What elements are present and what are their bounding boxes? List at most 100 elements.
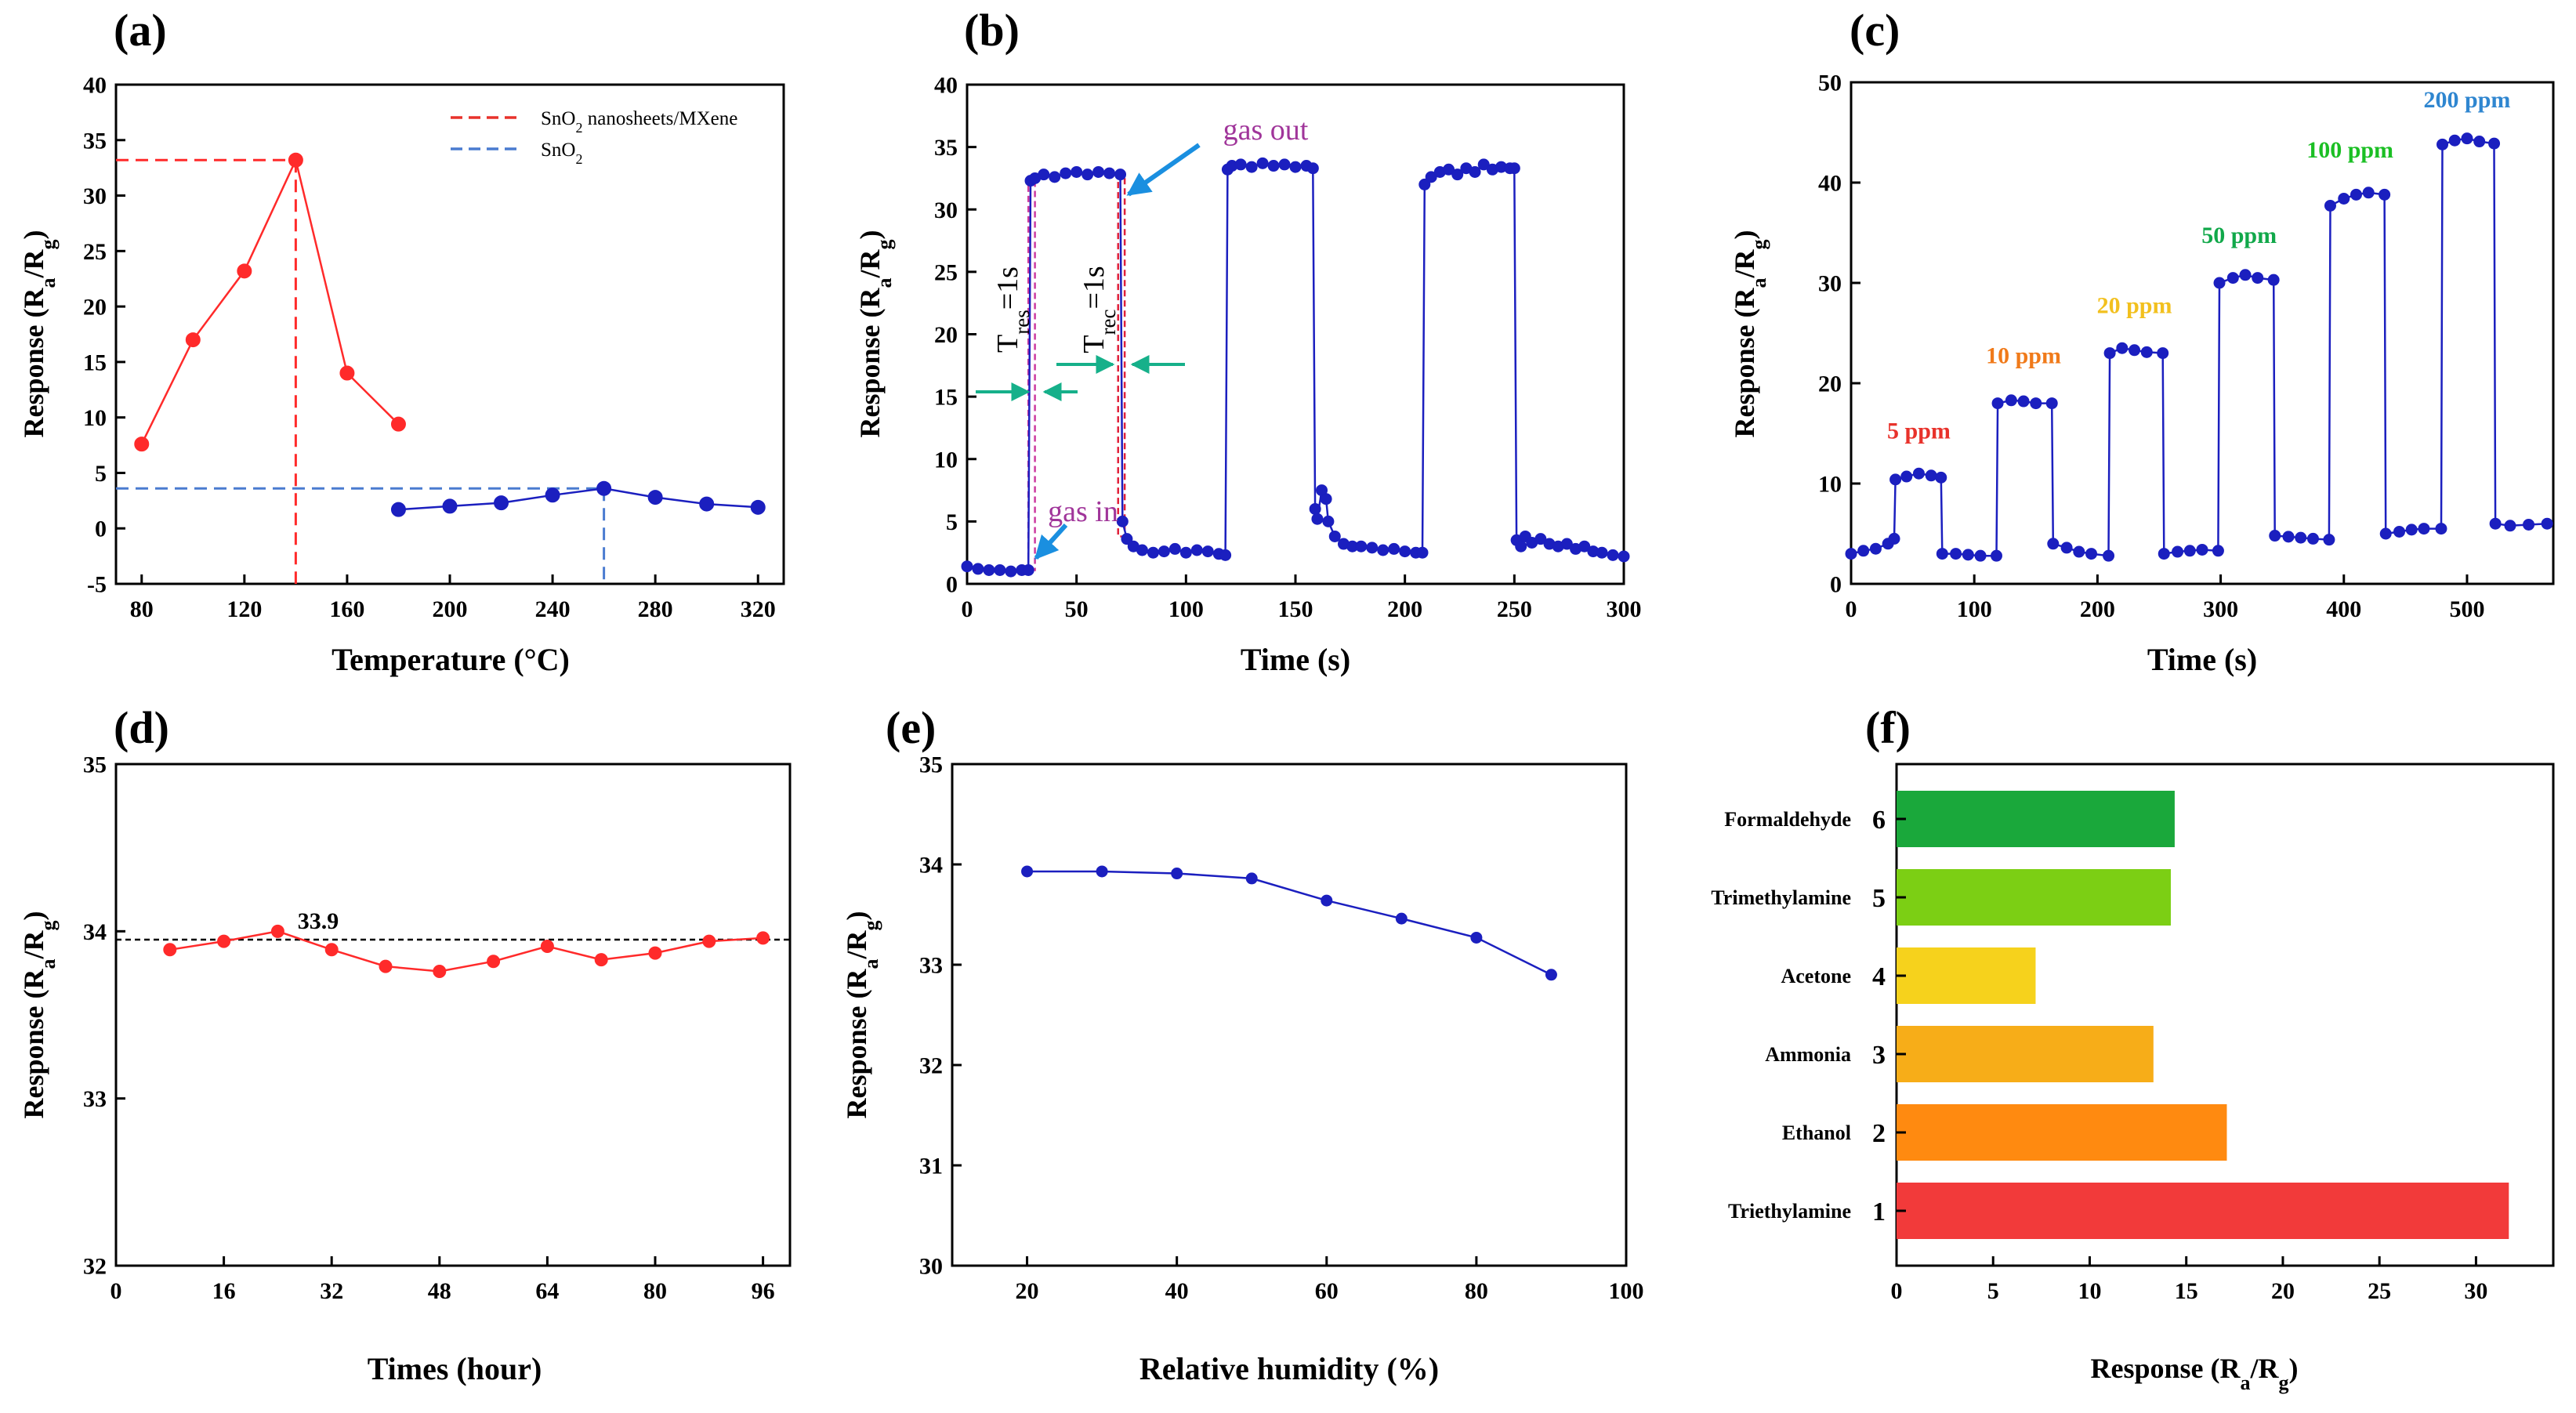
bar-acetone xyxy=(1897,947,2036,1004)
category-label: Acetone xyxy=(1781,965,1851,987)
x-tick-label: 0 xyxy=(1846,596,1857,622)
response-series-point xyxy=(2252,272,2264,284)
response-series-point xyxy=(1168,542,1181,555)
y-axis-label: Response (Ra/Rg) xyxy=(854,230,896,437)
subscript: a xyxy=(2241,1371,2251,1394)
text-part: nanosheets/MXene xyxy=(582,108,737,129)
response-series-point xyxy=(994,563,1006,576)
concentration-label: 10 ppm xyxy=(1986,342,2061,368)
x-tick-label: 160 xyxy=(329,596,364,622)
subscript: g xyxy=(37,920,60,930)
response-series-point xyxy=(1950,548,1962,560)
response-series-point xyxy=(1962,549,1974,561)
response-series-point xyxy=(2103,549,2115,562)
y-tick-label: 40 xyxy=(934,73,958,99)
chart-a-temperature: 80 120 160 200 240 280 320 -5 0 5 10 15 20 25 30 35 40 Sn… xyxy=(18,73,785,677)
concentration-label: 50 ppm xyxy=(2201,223,2277,248)
x-tick-label: 32 xyxy=(320,1278,343,1304)
text-part: Response (R xyxy=(1729,288,1760,438)
x-tick-label: 25 xyxy=(2368,1278,2391,1304)
legend-entry: SnO2 nanosheets/MXene xyxy=(541,108,737,136)
response-series-point xyxy=(1469,165,1481,178)
x-axis-label: Response (Ra/Rg) xyxy=(2090,1353,2298,1394)
response-series-point xyxy=(1515,540,1527,553)
response-series-point xyxy=(2306,532,2319,545)
y-tick-label: 0 xyxy=(95,516,107,542)
x-tick-label: 320 xyxy=(741,596,776,622)
y-tick-label: 34 xyxy=(919,853,943,879)
response-series-point xyxy=(1596,546,1608,559)
x-tick-label: 100 xyxy=(1168,596,1204,622)
bar-formaldehyde xyxy=(1897,791,2175,847)
panel-b-label: (b) xyxy=(964,5,1020,56)
text-part: SnO xyxy=(541,108,575,129)
response-series-point xyxy=(2338,192,2350,205)
x-tick-label: 300 xyxy=(1607,596,1642,622)
subscript: g xyxy=(2279,1371,2289,1394)
response-series-point xyxy=(1889,473,1902,486)
response-series-point xyxy=(1425,171,1437,183)
y-tick-label: 0 xyxy=(1830,572,1842,598)
stability-series-point xyxy=(648,946,662,960)
y-tick-label: 15 xyxy=(83,350,107,375)
y-axis-label: Response (Ra/Rg) xyxy=(1729,230,1770,437)
text-part: /R xyxy=(18,248,49,278)
response-series-point xyxy=(2488,137,2501,150)
text-part: /R xyxy=(841,929,872,959)
response-series-point xyxy=(1451,168,1464,181)
response-series-point xyxy=(1418,178,1431,190)
x-tick-label: 400 xyxy=(2326,596,2361,622)
concentration-label: 5 ppm xyxy=(1887,418,1951,444)
mxene-series-point xyxy=(288,152,303,168)
category-label: Trimethylamine xyxy=(1711,886,1851,909)
text-part: =1s xyxy=(1078,266,1110,309)
response-time-label: Tres=1s xyxy=(991,266,1034,353)
subscript: rec xyxy=(1096,310,1120,335)
x-axis-label: Relative humidity (%) xyxy=(1139,1351,1439,1386)
response-series-point xyxy=(1092,165,1105,178)
x-tick-label: 200 xyxy=(433,596,468,622)
response-series-point xyxy=(2269,530,2281,542)
response-series-point xyxy=(2267,274,2280,286)
response-series-point xyxy=(1607,549,1619,561)
text-part: /R xyxy=(854,248,886,278)
recovery-time-label: Trec=1s xyxy=(1078,266,1120,353)
y-tick-label: 3 xyxy=(1872,1041,1886,1070)
response-series-point xyxy=(1256,157,1269,169)
response-series-point xyxy=(1322,515,1335,527)
response-series-point xyxy=(1190,544,1203,556)
response-series-point xyxy=(2541,517,2553,530)
humidity-series-point xyxy=(1545,969,1557,981)
humidity-series-point xyxy=(1395,912,1408,925)
response-series-point xyxy=(2196,543,2208,556)
response-series-point xyxy=(2405,524,2418,536)
y-tick-label: 15 xyxy=(934,385,958,411)
response-series-point xyxy=(1219,549,1232,561)
response-series-point xyxy=(1534,533,1547,545)
subscript: res xyxy=(1010,310,1034,334)
response-series-point xyxy=(961,560,973,573)
response-series-point xyxy=(2418,523,2430,535)
y-tick-label: 25 xyxy=(934,259,958,285)
response-series-point xyxy=(1289,161,1302,173)
response-series-point xyxy=(1845,548,1857,560)
stability-series-point xyxy=(487,955,501,969)
text-part: /R xyxy=(1729,248,1760,278)
y-tick-label: 20 xyxy=(934,322,958,348)
response-series-point xyxy=(1618,550,1630,563)
stability-series-line xyxy=(169,930,763,973)
y-tick-label: 35 xyxy=(919,752,943,778)
y-axis-label: Response (Ra/Rg) xyxy=(18,911,60,1118)
mxene-series-point xyxy=(339,365,355,381)
x-tick-label: 96 xyxy=(752,1278,775,1304)
chart-f-selectivity: 0 5 10 15 20 25 30 1 Triethylamine 2 Ethanol 3 Ammon… xyxy=(1711,763,2555,1394)
chart-c-concentration: 0 100 200 300 400 500 0 10 20 30 40 50 5 ppm 10 ppm 20… xyxy=(1729,71,2555,677)
plot-frame xyxy=(1850,81,2555,585)
panel-f-label: (f) xyxy=(1865,702,1911,753)
panel-c-label: (c) xyxy=(1850,5,1900,56)
response-series-point xyxy=(1991,397,2004,410)
x-tick-label: 16 xyxy=(212,1278,236,1304)
text-part: Relative humidity (%) xyxy=(1139,1351,1439,1386)
text-part: Time (s) xyxy=(2147,642,2257,677)
